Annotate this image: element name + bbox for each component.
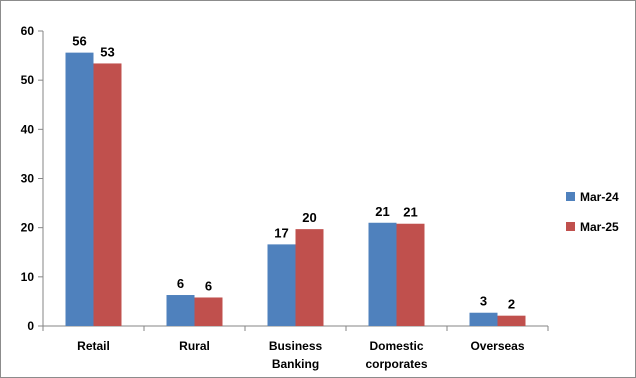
x-category-label: Business [269, 339, 323, 353]
data-label: 17 [274, 225, 288, 240]
data-label: 2 [508, 297, 515, 312]
x-category-label: Rural [179, 339, 210, 353]
bar-mar-25-1 [194, 297, 223, 326]
data-label: 3 [480, 294, 487, 309]
y-tick-label: 0 [27, 319, 34, 333]
y-tick-label: 10 [21, 270, 35, 284]
bar-mar-25-2 [295, 229, 324, 326]
legend-swatch [566, 222, 575, 231]
y-tick-label: 50 [21, 73, 35, 87]
x-category-label: corporates [365, 357, 427, 371]
bar-mar-25-3 [396, 223, 425, 326]
bar-mar-25-4 [497, 315, 526, 326]
bar-mar-24-0 [65, 52, 94, 327]
bar-mar-24-1 [166, 295, 195, 326]
data-label: 6 [177, 276, 184, 291]
bar-mar-24-2 [267, 244, 296, 326]
data-label: 53 [100, 44, 114, 59]
data-label: 6 [205, 278, 212, 293]
y-tick-label: 40 [21, 122, 35, 136]
legend-swatch [566, 192, 575, 201]
x-category-label: Domestic [369, 339, 423, 353]
axes-layer: 0 10 20 30 40 50 60 [21, 24, 549, 333]
y-tick-label: 20 [21, 221, 35, 235]
x-category-label: Retail [77, 339, 110, 353]
bar-mar-25-0 [93, 63, 122, 326]
data-label: 21 [403, 205, 417, 220]
labels-layer: 56 53 Retail 6 6 Rural 17 20 Business Banking 21 21… [72, 34, 525, 371]
data-label: 56 [72, 34, 86, 49]
bars-layer [65, 52, 526, 327]
bar-mar-24-3 [368, 222, 397, 326]
data-label: 21 [375, 204, 389, 219]
legend: Mar-24 Mar-25 [566, 190, 619, 234]
legend-label: Mar-25 [580, 220, 619, 234]
y-tick-label: 60 [21, 24, 35, 38]
legend-label: Mar-24 [580, 190, 619, 204]
data-label: 20 [302, 210, 316, 225]
bar-mar-24-4 [469, 312, 498, 326]
y-tick-label: 30 [21, 172, 35, 186]
x-category-label: Banking [272, 357, 319, 371]
x-category-label: Overseas [470, 339, 524, 353]
